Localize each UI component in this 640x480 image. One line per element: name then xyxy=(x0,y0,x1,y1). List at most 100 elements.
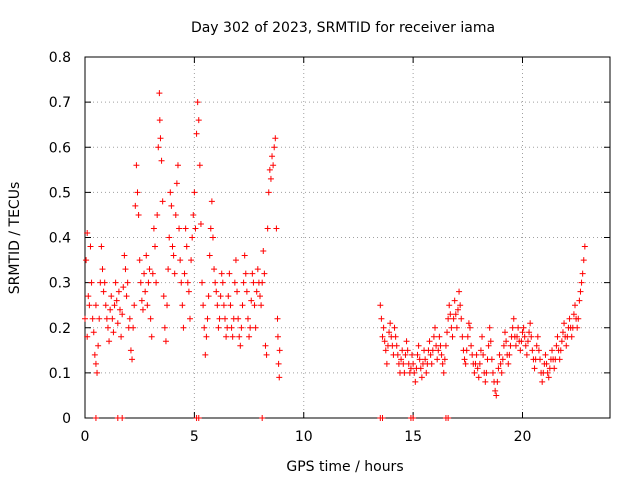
data-point xyxy=(577,288,584,295)
data-point xyxy=(456,288,463,295)
data-point xyxy=(201,324,208,331)
data-point xyxy=(382,347,389,354)
data-point xyxy=(122,266,129,273)
data-point xyxy=(211,266,218,273)
data-point xyxy=(475,374,482,381)
data-point xyxy=(114,320,121,327)
data-point xyxy=(566,315,573,322)
data-point xyxy=(184,279,191,286)
data-point xyxy=(559,329,566,336)
data-point xyxy=(428,360,435,367)
data-point xyxy=(156,90,163,97)
data-point xyxy=(110,329,117,336)
data-point xyxy=(514,333,521,340)
data-point xyxy=(263,351,270,358)
data-point xyxy=(228,324,235,331)
data-point xyxy=(537,356,543,363)
data-point xyxy=(575,315,582,322)
data-point xyxy=(130,324,137,331)
data-point xyxy=(149,270,156,277)
data-point xyxy=(379,415,386,421)
data-point xyxy=(452,311,459,318)
data-point xyxy=(86,302,93,309)
data-point xyxy=(214,302,221,309)
data-point xyxy=(414,351,421,358)
data-point xyxy=(244,315,251,322)
data-point xyxy=(98,243,105,250)
data-point xyxy=(94,369,101,376)
data-point xyxy=(445,315,452,322)
data-point xyxy=(240,279,247,286)
data-point xyxy=(274,333,281,340)
data-point xyxy=(88,279,95,286)
data-point xyxy=(581,243,588,250)
data-point xyxy=(526,329,533,336)
data-point xyxy=(154,211,161,218)
data-point xyxy=(234,288,241,295)
data-point xyxy=(207,225,214,232)
y-tick-label: 0.7 xyxy=(49,95,71,111)
data-point xyxy=(578,279,585,286)
x-tick-label: 20 xyxy=(514,429,532,445)
data-point xyxy=(90,329,97,336)
data-point xyxy=(121,252,128,259)
data-point xyxy=(123,293,130,300)
data-point xyxy=(209,234,216,241)
data-point xyxy=(208,198,215,205)
data-point xyxy=(495,365,502,372)
data-point xyxy=(400,360,407,367)
data-point xyxy=(502,329,508,336)
data-point xyxy=(391,324,398,331)
y-tick-label: 0.2 xyxy=(49,321,71,337)
data-point xyxy=(92,302,99,309)
data-point xyxy=(417,365,424,372)
data-point xyxy=(136,257,143,264)
data-point xyxy=(96,315,103,322)
data-point xyxy=(135,211,142,218)
data-point xyxy=(131,302,138,309)
data-point xyxy=(498,369,505,376)
data-point xyxy=(232,257,239,264)
data-point xyxy=(259,415,266,421)
data-point xyxy=(235,315,242,322)
data-point xyxy=(576,297,583,304)
data-point xyxy=(192,225,199,232)
data-point xyxy=(407,365,414,372)
data-point xyxy=(426,338,433,345)
data-point xyxy=(272,135,279,142)
data-point xyxy=(226,270,233,277)
data-point xyxy=(219,279,226,286)
data-point xyxy=(100,288,107,295)
x-tick-label: 15 xyxy=(404,429,422,445)
data-point xyxy=(262,342,269,349)
data-point xyxy=(394,351,401,358)
data-point xyxy=(554,333,561,340)
data-point xyxy=(399,347,406,354)
data-point xyxy=(276,374,283,381)
data-point xyxy=(505,360,512,367)
data-point xyxy=(104,324,111,331)
y-tick-label: 0.1 xyxy=(49,366,71,382)
data-point xyxy=(237,342,244,349)
data-point xyxy=(570,311,577,318)
data-point xyxy=(531,365,538,372)
data-point xyxy=(459,333,466,340)
data-point xyxy=(429,347,436,354)
y-tick-label: 0.8 xyxy=(49,50,71,66)
data-point xyxy=(152,243,158,250)
data-point xyxy=(437,342,444,349)
data-point xyxy=(92,415,99,421)
data-point xyxy=(379,333,386,340)
data-point xyxy=(84,229,91,236)
data-point xyxy=(99,266,106,273)
data-point xyxy=(519,329,526,336)
data-point xyxy=(239,302,246,309)
data-point xyxy=(273,225,280,232)
data-point xyxy=(450,315,457,322)
data-point xyxy=(164,302,171,309)
data-point xyxy=(146,266,153,273)
data-point xyxy=(227,302,234,309)
data-point xyxy=(89,315,96,322)
data-point xyxy=(134,189,141,196)
